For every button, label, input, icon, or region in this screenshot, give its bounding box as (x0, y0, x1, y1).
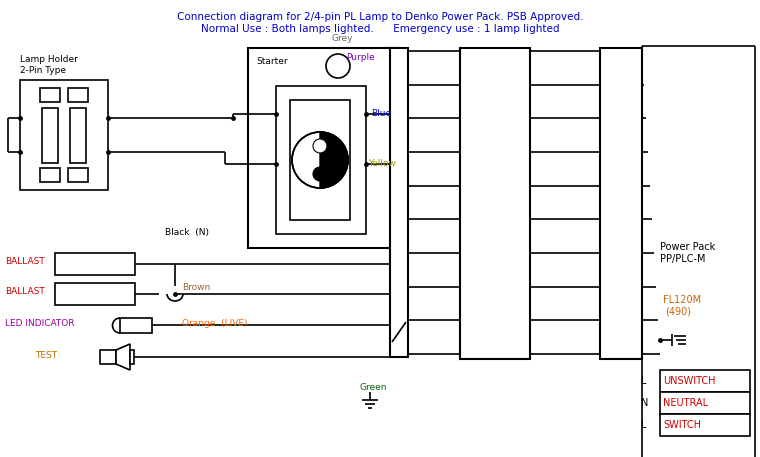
Circle shape (292, 132, 348, 188)
Text: Starter: Starter (256, 58, 287, 67)
Bar (460, 48, 530, 359)
Text: 2-Pin Type: 2-Pin Type (20, 66, 66, 75)
Text: Yellow: Yellow (368, 159, 396, 169)
Polygon shape (116, 344, 130, 370)
Text: SWITCH: SWITCH (663, 420, 701, 430)
Bar (130, 350, 134, 364)
Text: Grey: Grey (331, 34, 353, 43)
Text: UNSWITCH: UNSWITCH (663, 376, 715, 386)
Bar (390, 48, 408, 357)
Circle shape (313, 139, 327, 153)
Bar (600, 48, 642, 359)
Text: Blue: Blue (371, 110, 391, 118)
Text: L: L (641, 376, 647, 386)
Text: Black  (N): Black (N) (165, 228, 209, 238)
Text: Normal Use : Both lamps lighted.      Emergency use : 1 lamp lighted: Normal Use : Both lamps lighted. Emergen… (201, 24, 559, 34)
Circle shape (313, 167, 327, 181)
Bar (660, 370, 750, 392)
Text: LED INDICATOR: LED INDICATOR (5, 319, 74, 329)
Bar (100, 350, 116, 364)
Circle shape (326, 54, 350, 78)
Bar (42, 108, 58, 163)
Bar (68, 168, 88, 182)
Text: BALLAST: BALLAST (5, 287, 45, 296)
Bar (248, 48, 396, 248)
Bar (120, 318, 152, 333)
Bar (40, 88, 60, 102)
Bar (55, 253, 135, 275)
Bar (70, 108, 86, 163)
Bar (40, 168, 60, 182)
Bar (20, 80, 108, 190)
Text: L: L (641, 420, 647, 430)
Polygon shape (320, 132, 348, 188)
Text: PP/PLC-M: PP/PLC-M (660, 254, 705, 264)
Text: N: N (641, 398, 648, 408)
Text: Connection diagram for 2/4-pin PL Lamp to Denko Power Pack. PSB Approved.: Connection diagram for 2/4-pin PL Lamp t… (177, 12, 583, 22)
Text: Brown: Brown (182, 283, 211, 292)
Bar (660, 392, 750, 414)
Bar (660, 414, 750, 436)
Bar (55, 283, 135, 305)
Text: Green: Green (360, 383, 388, 393)
Text: FL120M: FL120M (663, 295, 701, 305)
Text: Power Pack: Power Pack (660, 242, 715, 252)
Text: Orange  (LIVE): Orange (LIVE) (182, 319, 248, 329)
Text: BALLAST: BALLAST (5, 256, 45, 266)
Text: Lamp Holder: Lamp Holder (20, 55, 78, 64)
Bar (290, 100, 350, 220)
Bar (276, 86, 366, 234)
Text: (490): (490) (665, 307, 691, 317)
Bar (68, 88, 88, 102)
Text: TEST: TEST (35, 351, 57, 361)
Text: Purple: Purple (346, 53, 375, 62)
Text: NEUTRAL: NEUTRAL (663, 398, 708, 408)
